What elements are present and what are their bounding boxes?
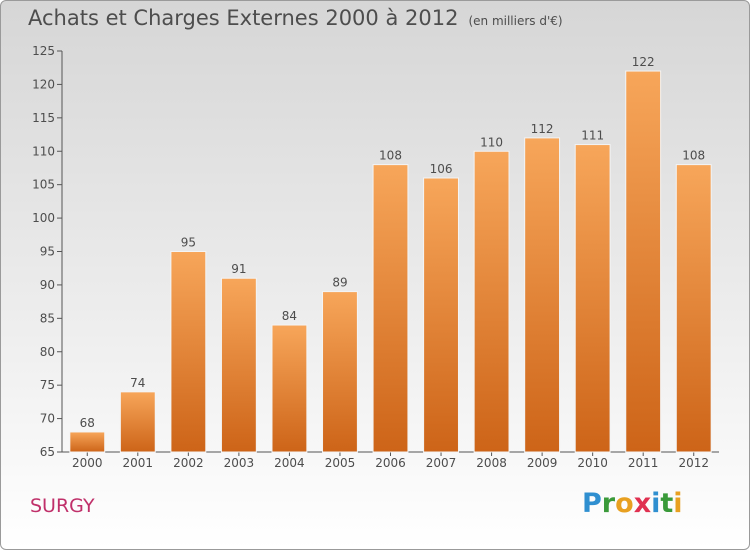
y-tick-label: 90 (40, 278, 55, 292)
y-tick-label: 100 (32, 211, 55, 225)
data-label-2002: 95 (181, 236, 196, 250)
x-tick-label: 2001 (123, 456, 154, 470)
logo-letter: t (660, 488, 674, 519)
bar-2012 (675, 164, 712, 453)
bar-2009 (524, 137, 561, 453)
data-label-2005: 89 (332, 276, 347, 290)
bar-2010 (574, 144, 611, 453)
data-label-2011: 122 (632, 55, 655, 69)
y-tick-label: 120 (32, 77, 55, 91)
logo-letter: i (673, 488, 683, 519)
title-text: Achats et Charges Externes 2000 à 2012 (28, 6, 459, 30)
proxiti-logo[interactable]: Proxiti (582, 488, 683, 519)
data-label-2001: 74 (130, 376, 145, 390)
x-tick-label: 2003 (224, 456, 255, 470)
data-label-2003: 91 (231, 262, 246, 276)
bar-2001 (119, 391, 156, 453)
bar-2011 (625, 70, 662, 453)
y-tick-label: 85 (40, 311, 55, 325)
x-tick-label: 2002 (173, 456, 204, 470)
x-tick-label: 2008 (476, 456, 507, 470)
y-tick-label: 80 (40, 345, 55, 359)
bar-2007 (423, 177, 459, 453)
bar-2000 (69, 431, 106, 453)
logo-letter: x (633, 488, 652, 519)
y-tick-label: 110 (32, 144, 55, 158)
y-tick-label: 125 (32, 44, 55, 58)
data-label-2007: 106 (430, 162, 453, 176)
x-tick-label: 2004 (274, 456, 305, 470)
data-label-2006: 108 (379, 149, 402, 163)
logo-letter: i (651, 488, 661, 519)
y-tick-label: 105 (32, 178, 55, 192)
bar-2005 (322, 291, 358, 453)
bar-2008 (473, 150, 510, 453)
chart-subtitle: (en milliers d'€) (468, 14, 563, 28)
data-label-2010: 111 (581, 129, 604, 143)
data-label-2000: 68 (80, 416, 95, 430)
town-name: SURGY (30, 495, 95, 517)
bar-2006 (372, 164, 409, 453)
y-tick-label: 65 (40, 445, 55, 459)
x-tick-label: 2005 (325, 456, 356, 470)
data-label-2008: 110 (480, 135, 503, 149)
x-tick-label: 2012 (678, 456, 709, 470)
bar-2002 (170, 251, 207, 453)
bar-2004 (271, 324, 308, 453)
x-tick-label: 2009 (527, 456, 558, 470)
data-label-2009: 112 (531, 122, 554, 136)
x-tick-label: 2010 (577, 456, 608, 470)
logo-letter: P (582, 488, 602, 519)
bars (69, 70, 712, 453)
y-tick-label: 115 (32, 111, 55, 125)
y-tick-label: 95 (40, 245, 55, 259)
chart-title: Achats et Charges Externes 2000 à 2012 (e… (28, 6, 563, 30)
y-tick-label: 75 (40, 378, 55, 392)
x-tick-label: 2011 (628, 456, 659, 470)
x-tick-label: 2006 (375, 456, 406, 470)
data-label-2012: 108 (682, 149, 705, 163)
logo-letter: o (615, 488, 634, 519)
x-tick-label: 2007 (426, 456, 457, 470)
data-label-2004: 84 (282, 309, 297, 323)
y-tick-label: 70 (40, 412, 55, 426)
bar-2003 (220, 277, 257, 453)
x-tick-label: 2000 (72, 456, 103, 470)
data-labels: 68 74 95 91 84 89 108 106 110 112 111 122 108 (80, 55, 706, 430)
logo-letter: r (601, 488, 616, 519)
